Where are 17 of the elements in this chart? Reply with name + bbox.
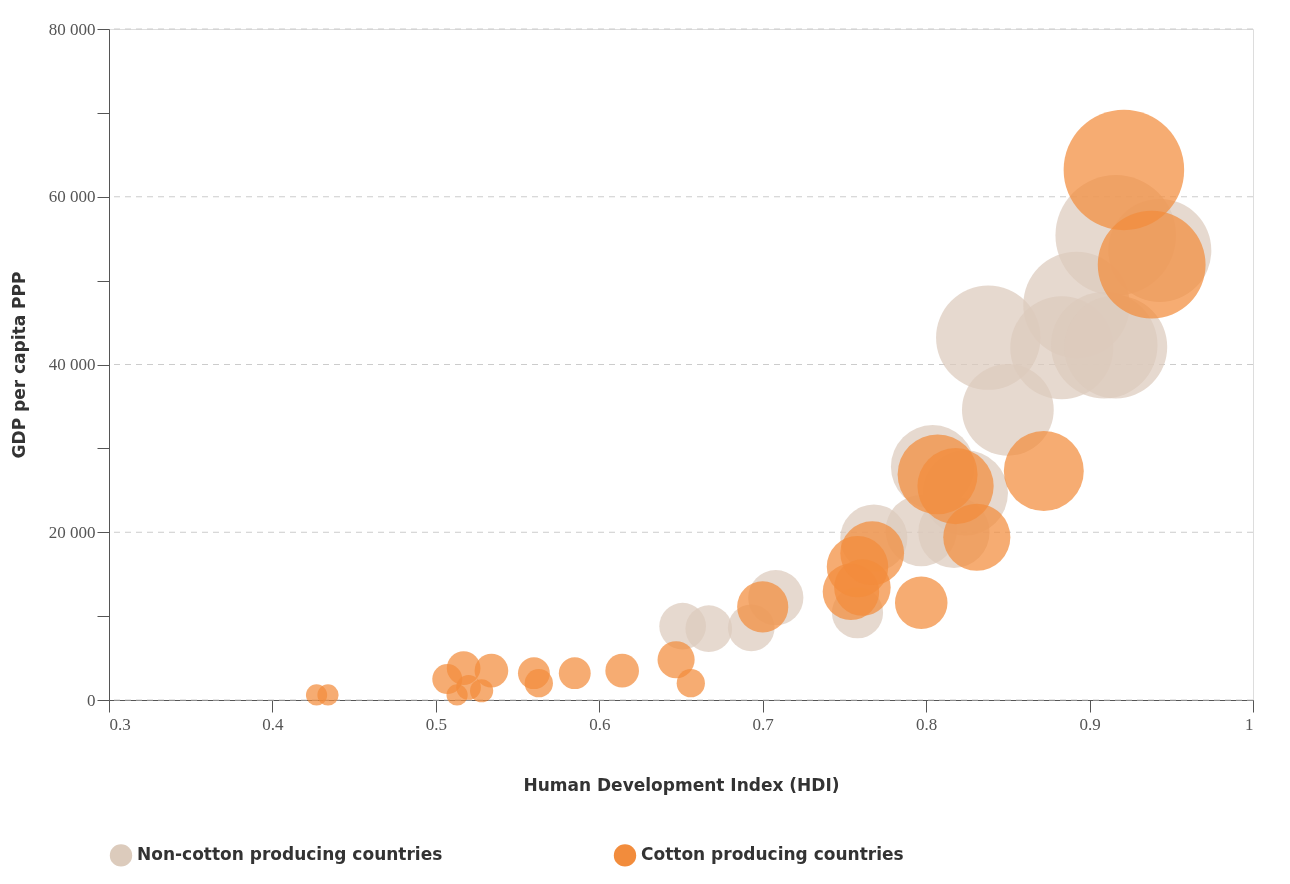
x-tick-label: 0.3 bbox=[109, 714, 131, 734]
legend-label: Cotton producing countries bbox=[641, 844, 904, 865]
x-axis-title: Human Development Index (HDI) bbox=[523, 774, 840, 795]
y-tick-label: 40 000 bbox=[48, 355, 96, 374]
y-tick-label: 80 000 bbox=[48, 19, 96, 39]
legend-label: Non-cotton producing countries bbox=[137, 844, 443, 865]
x-tick-label: 0.7 bbox=[752, 714, 775, 734]
x-tick-label: 0.6 bbox=[589, 714, 611, 734]
y-tick-label: 0 bbox=[87, 690, 96, 710]
x-tick-label: 1 bbox=[1245, 714, 1254, 734]
x-tick-label: 0.9 bbox=[1079, 714, 1101, 734]
y-tick-label: 60 000 bbox=[48, 187, 96, 207]
y-tick-label: 20 000 bbox=[48, 522, 96, 542]
y-axis-title: GDP per capita PPP bbox=[8, 271, 29, 459]
x-tick-label: 0.4 bbox=[262, 714, 285, 734]
x-tick-label: 0.8 bbox=[916, 714, 938, 734]
x-tick-label: 0.5 bbox=[425, 714, 447, 734]
